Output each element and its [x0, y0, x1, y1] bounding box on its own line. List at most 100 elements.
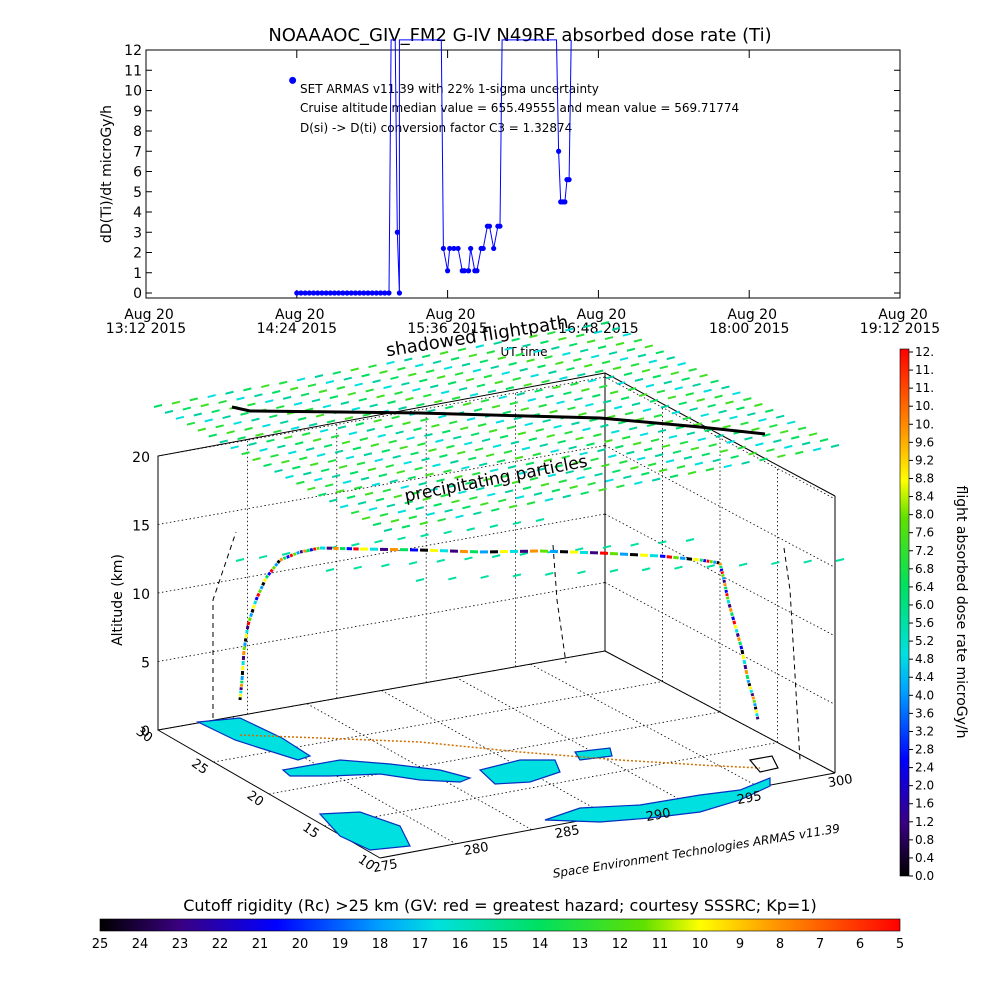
- particle-dash: [372, 522, 382, 527]
- particle-dash: [390, 518, 400, 523]
- particle-row: [219, 356, 675, 444]
- x-tick-time: 18:00 2015: [709, 321, 789, 337]
- x-tick-date: Aug 20: [426, 307, 476, 323]
- back-wall-right-top: [604, 372, 836, 497]
- particle-row: [230, 362, 686, 450]
- station-marker: [748, 755, 779, 773]
- particle-dash: [574, 547, 584, 552]
- particle-dash: [627, 387, 637, 392]
- particle-dash: [497, 356, 506, 360]
- particle-dash: [551, 488, 561, 493]
- grid-line: [157, 445, 606, 525]
- rigidity-tick-label: 7: [816, 937, 824, 952]
- particle-row: [235, 518, 545, 562]
- flight-track-segment: [718, 562, 722, 566]
- particle-dash: [381, 448, 390, 453]
- particle-dash: [769, 423, 778, 428]
- particle-dash: [491, 554, 501, 559]
- particle-dash: [687, 470, 697, 475]
- particle-dash: [501, 371, 511, 376]
- colorbar-tick-label: 4.4: [915, 670, 934, 684]
- particle-dash: [558, 479, 568, 484]
- flight-track-segment: [267, 571, 272, 576]
- particle-dash: [784, 444, 793, 449]
- grid-line: [604, 376, 836, 500]
- particle-dash: [535, 428, 544, 433]
- particle-dash: [529, 334, 538, 339]
- particle-dash: [626, 450, 635, 455]
- particle-dash: [765, 408, 774, 413]
- particle-dash: [504, 346, 513, 351]
- particle-dash: [661, 444, 671, 449]
- particle-dash: [346, 495, 356, 500]
- particle-dash: [616, 484, 625, 489]
- flight-track-segment: [752, 699, 757, 703]
- data-point: [562, 199, 568, 205]
- data-point: [310, 290, 317, 296]
- particle-row: [164, 326, 621, 414]
- particle-dash: [439, 350, 449, 355]
- data-point: [451, 245, 457, 252]
- particle-dash: [517, 431, 527, 436]
- particle-dash: [650, 438, 660, 443]
- rigidity-tick-label: 15: [492, 937, 509, 952]
- particle-dash: [389, 479, 399, 484]
- particle-dash: [473, 511, 482, 516]
- particle-dash: [608, 454, 617, 459]
- longitude-tick-label: 295: [736, 789, 763, 808]
- longitude-ticks: 275 280 285 290 295 300: [372, 772, 854, 876]
- particle-dash: [732, 391, 741, 396]
- particle-dash: [300, 392, 310, 397]
- particle-dash: [658, 540, 667, 545]
- particle-dash: [483, 374, 493, 379]
- grid-line: [157, 513, 606, 594]
- data-point: [340, 290, 346, 296]
- particle-dash: [357, 501, 367, 505]
- data-point: [445, 268, 451, 274]
- flight-track-segment: [686, 557, 693, 561]
- particle-dash: [678, 401, 688, 406]
- particle-dash: [449, 420, 458, 425]
- particle-dash: [573, 357, 582, 362]
- particle-dash: [597, 345, 607, 350]
- particle-dash: [295, 441, 304, 446]
- particle-dash: [577, 570, 586, 575]
- particle-dash: [466, 527, 476, 532]
- particle-dash: [410, 451, 419, 456]
- flight-track-segment: [244, 633, 249, 638]
- particle-dash: [585, 402, 594, 407]
- particle-dash: [366, 427, 376, 432]
- particle-dash: [685, 392, 694, 397]
- particle-dash: [579, 451, 588, 456]
- landmass-south-america: [544, 777, 771, 823]
- particle-dash: [395, 430, 404, 435]
- particle-row: [383, 444, 840, 532]
- particle-dash: [351, 542, 360, 547]
- precipitating-particles-layer: [153, 321, 845, 582]
- data-point: [319, 290, 325, 296]
- grid-line: [324, 742, 778, 827]
- particle-dash: [754, 403, 763, 407]
- particle-dash: [365, 388, 374, 393]
- particle-dash: [546, 433, 555, 438]
- particle-dash: [331, 474, 341, 479]
- particle-dash: [468, 353, 478, 358]
- particle-dash: [655, 350, 665, 355]
- particle-dash: [401, 524, 411, 529]
- flight-track-segment: [749, 689, 754, 694]
- particle-dash: [587, 481, 596, 486]
- particle-dash: [495, 419, 505, 424]
- particle-row: [318, 408, 774, 497]
- particle-dash: [703, 388, 712, 393]
- particle-dash: [371, 482, 381, 487]
- flight-track-segment: [299, 549, 303, 554]
- y-tick-label: 5: [133, 185, 142, 201]
- rigidity-tick-label: 6: [856, 937, 864, 952]
- particle-dash: [707, 403, 716, 408]
- particle-dash: [780, 429, 789, 434]
- particle-dash: [343, 376, 352, 381]
- particle-dash: [430, 384, 439, 389]
- particle-row: [274, 385, 730, 473]
- particle-dash: [385, 464, 395, 469]
- particle-dash: [370, 443, 380, 447]
